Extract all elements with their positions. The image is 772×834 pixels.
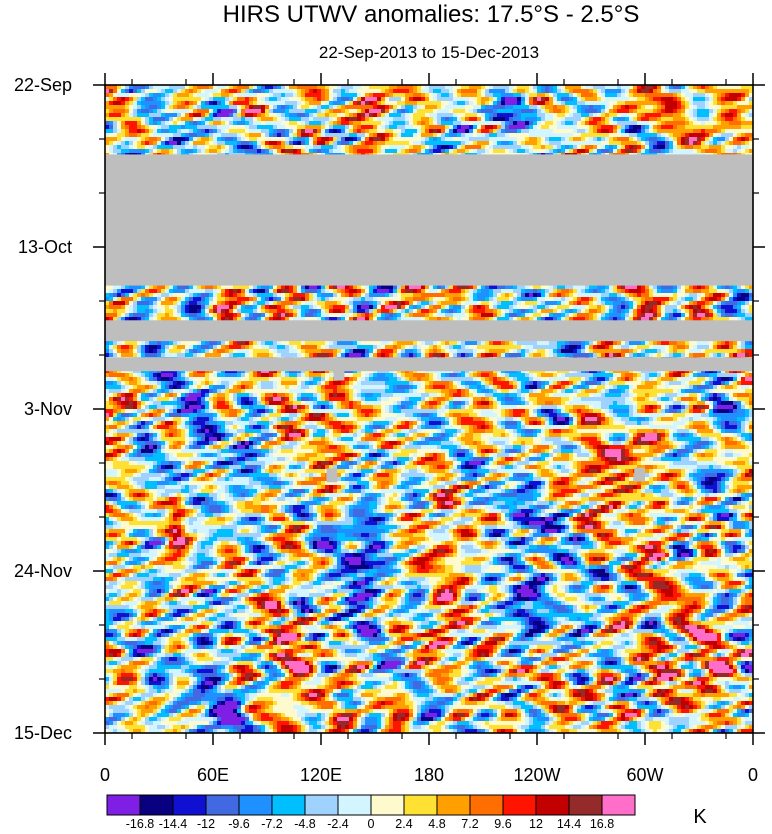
x-tick-label: 60E bbox=[197, 765, 229, 785]
colorbar-swatch bbox=[271, 794, 306, 816]
colorbar-swatch bbox=[502, 794, 537, 816]
colorbar-level-label: 14.4 bbox=[557, 817, 581, 831]
colorbar-units: K bbox=[693, 806, 707, 828]
colorbar-level-label: 0 bbox=[368, 817, 375, 831]
colorbar-swatch bbox=[304, 794, 339, 816]
missing-data-layer bbox=[105, 154, 753, 483]
x-tick-label: 60W bbox=[626, 765, 663, 785]
axes: 0 60E 120E 180 120W 60W 0 22-Sep 13-Oct 3-Nov 24-N… bbox=[14, 73, 765, 785]
x-tick-label: 0 bbox=[748, 765, 758, 785]
colorbar-level-label: 2.4 bbox=[395, 817, 412, 831]
y-tick-label: 22-Sep bbox=[14, 75, 72, 95]
y-tick-label: 13-Oct bbox=[18, 237, 72, 257]
colorbar-swatch bbox=[337, 794, 372, 816]
colorbar-level-label: 7.2 bbox=[461, 817, 478, 831]
colorbar-level-label: -4.8 bbox=[294, 817, 316, 831]
colorbar-swatch bbox=[535, 794, 570, 816]
missing-data-patch bbox=[333, 365, 345, 381]
chart-subtitle: 22-Sep-2013 to 15-Dec-2013 bbox=[319, 43, 539, 62]
colorbar-swatch bbox=[106, 794, 141, 816]
colorbar-level-label: 16.8 bbox=[590, 817, 614, 831]
x-tick-label: 120W bbox=[513, 765, 560, 785]
colorbar-level-label: 12 bbox=[529, 817, 543, 831]
colorbar-swatch bbox=[238, 794, 273, 816]
colorbar-swatch bbox=[436, 794, 471, 816]
colorbar-swatch bbox=[370, 794, 405, 816]
colorbar-swatch bbox=[172, 794, 207, 816]
missing-data-patch bbox=[326, 468, 338, 483]
missing-data-band bbox=[105, 357, 753, 372]
missing-data-band bbox=[105, 154, 753, 286]
colorbar-level-label: 4.8 bbox=[428, 817, 445, 831]
colorbar-level-label: -16.8 bbox=[126, 817, 155, 831]
colorbar-level-label: -9.6 bbox=[228, 817, 250, 831]
colorbar-level-label: -2.4 bbox=[327, 817, 349, 831]
colorbar-swatch bbox=[568, 794, 603, 816]
colorbar-swatch bbox=[205, 794, 240, 816]
colorbar-level-label: -14.4 bbox=[159, 817, 188, 831]
colorbar-level-label: 9.6 bbox=[494, 817, 511, 831]
x-tick-label: 180 bbox=[414, 765, 444, 785]
chart-title: HIRS UTWV anomalies: 17.5°S - 2.5°S bbox=[223, 1, 640, 28]
missing-data-patch bbox=[634, 467, 645, 482]
colorbar: -16.8 -14.4 -12 -9.6 -7.2 -4.8 -2.4 0 2.4 4.8 7.2 9… bbox=[106, 794, 636, 831]
colorbar-level-label: -7.2 bbox=[261, 817, 283, 831]
x-tick-label: 0 bbox=[100, 765, 110, 785]
colorbar-swatch bbox=[601, 794, 636, 816]
y-tick-label: 15-Dec bbox=[14, 723, 72, 743]
colorbar-swatch bbox=[403, 794, 438, 816]
missing-data-band bbox=[105, 320, 753, 342]
colorbar-swatch bbox=[139, 794, 174, 816]
y-tick-label: 24-Nov bbox=[14, 561, 72, 581]
colorbar-swatch bbox=[469, 794, 504, 816]
y-tick-label: 3-Nov bbox=[24, 399, 72, 419]
x-tick-label: 120E bbox=[300, 765, 342, 785]
colorbar-level-label: -12 bbox=[197, 817, 215, 831]
